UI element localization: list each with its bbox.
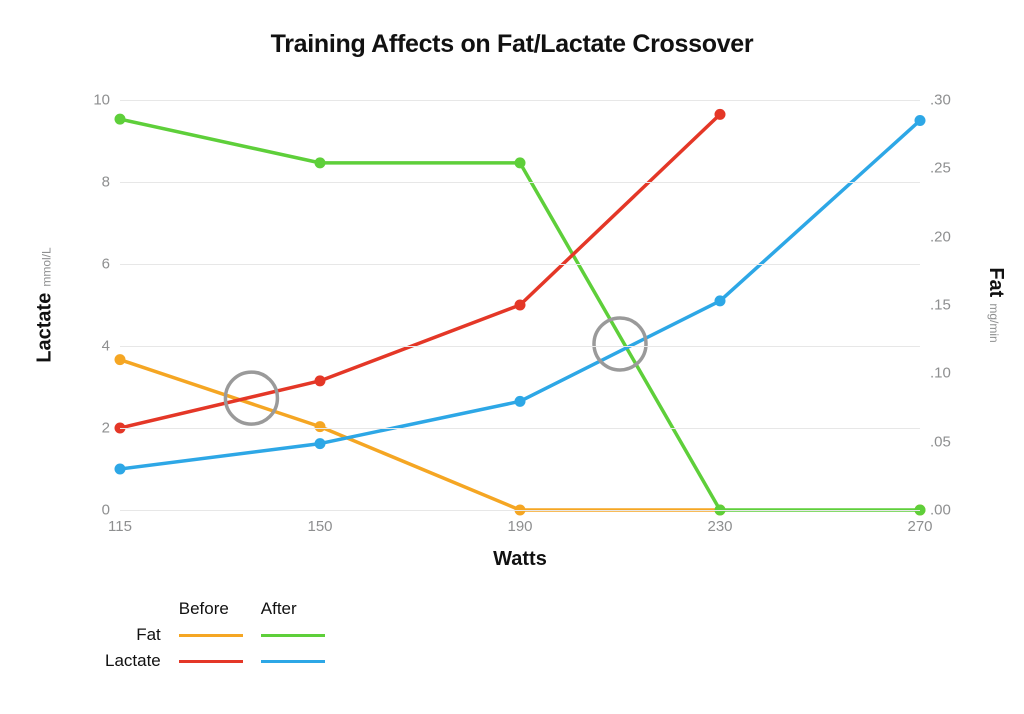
legend-row-label: Lactate — [97, 649, 169, 673]
gridline — [120, 264, 920, 265]
legend-row-label: Fat — [97, 623, 169, 647]
y-right-tick: .15 — [930, 297, 951, 314]
series-marker-lactate_after — [715, 295, 726, 306]
x-axis-title: Watts — [120, 548, 920, 571]
x-tick: 190 — [507, 518, 532, 535]
legend-table: BeforeAfter FatLactate — [95, 595, 335, 675]
series-line-fat_before — [120, 360, 720, 510]
y-left-axis-unit: mmol/L — [40, 247, 54, 286]
y-right-tick: .10 — [930, 365, 951, 382]
chart-svg — [120, 100, 920, 510]
y-right-tick: .30 — [930, 92, 951, 109]
y-left-tick: 8 — [102, 174, 110, 191]
y-right-tick: .25 — [930, 160, 951, 177]
y-left-axis-title: Lactate mmol/L — [34, 247, 57, 362]
series-line-lactate_after — [120, 121, 920, 470]
y-right-tick: .00 — [930, 502, 951, 519]
series-marker-fat_before — [115, 354, 126, 365]
x-tick: 270 — [907, 518, 932, 535]
crossover-marker — [594, 318, 646, 370]
y-right-axis-title: Fat mg/min — [984, 267, 1007, 342]
y-left-tick: 2 — [102, 420, 110, 437]
x-tick: 150 — [307, 518, 332, 535]
y-left-tick: 6 — [102, 256, 110, 273]
legend-column-header: Before — [171, 597, 251, 621]
series-marker-lactate_after — [515, 396, 526, 407]
legend-swatch — [253, 649, 333, 673]
plot-area: Watts Lactatemmol/L Fatmg/min 0246810.00… — [120, 100, 920, 510]
series-marker-lactate_before — [515, 300, 526, 311]
legend-swatch — [253, 623, 333, 647]
series-marker-lactate_after — [315, 438, 326, 449]
legend: BeforeAfter FatLactate — [95, 595, 335, 675]
gridline — [120, 428, 920, 429]
gridline — [120, 346, 920, 347]
series-marker-lactate_before — [715, 109, 726, 120]
series-marker-fat_after — [515, 157, 526, 168]
y-left-tick: 4 — [102, 338, 110, 355]
series-marker-lactate_before — [315, 375, 326, 386]
chart-container: Training Affects on Fat/Lactate Crossove… — [0, 0, 1024, 714]
y-left-tick: 0 — [102, 502, 110, 519]
chart-title: Training Affects on Fat/Lactate Crossove… — [0, 30, 1024, 59]
series-line-fat_after — [120, 119, 920, 510]
x-tick: 230 — [707, 518, 732, 535]
x-tick: 115 — [108, 518, 132, 535]
y-left-tick: 10 — [93, 92, 110, 109]
y-left-axis-title-text: Lactate — [34, 293, 56, 363]
y-right-axis-unit: mg/min — [987, 303, 1001, 342]
series-marker-lactate_after — [115, 464, 126, 475]
series-marker-fat_before — [315, 421, 326, 432]
gridline — [120, 100, 920, 101]
gridline — [120, 182, 920, 183]
y-right-axis-title-text: Fat — [985, 267, 1007, 297]
series-marker-lactate_after — [915, 115, 926, 126]
gridline — [120, 510, 920, 511]
legend-swatch — [171, 623, 251, 647]
legend-column-header: After — [253, 597, 333, 621]
series-marker-fat_after — [115, 114, 126, 125]
x-axis-title-text: Watts — [493, 548, 547, 570]
y-right-tick: .05 — [930, 433, 951, 450]
legend-swatch — [171, 649, 251, 673]
series-marker-fat_after — [315, 157, 326, 168]
y-right-tick: .20 — [930, 228, 951, 245]
